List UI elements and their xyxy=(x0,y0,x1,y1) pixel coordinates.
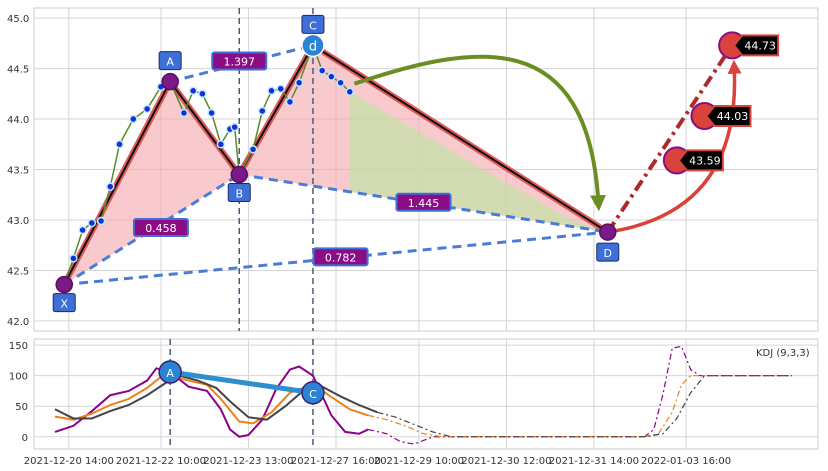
price-point xyxy=(96,216,106,226)
triangle-xab-fill xyxy=(64,81,240,285)
target-value: 43.59 xyxy=(689,154,721,167)
price-point xyxy=(129,114,138,124)
kdj-connector xyxy=(169,369,314,396)
x-tick-label: 2021-12-29 10:00 xyxy=(374,456,464,467)
kdj-legend: KDJ (9,3,3) xyxy=(756,348,810,359)
pattern-label-X: X xyxy=(60,298,68,311)
labels-layer: X A B C D 1.397 0.458 1.445 0.782 43.59 44.03 44.73 xyxy=(52,14,780,313)
price-point xyxy=(69,254,78,263)
price-y-tick-label: 42.5 xyxy=(7,266,29,277)
pattern-label-A: A xyxy=(166,56,174,69)
ratio-connector-line xyxy=(169,43,314,84)
price-y-tick-label: 45.0 xyxy=(7,14,29,25)
price-point xyxy=(87,218,97,228)
pattern-leg xyxy=(63,81,172,286)
price-point xyxy=(327,72,336,81)
indicator-layer: A C KDJ (9,3,3) xyxy=(54,339,810,449)
pattern-label-box xyxy=(227,183,251,203)
price-y-tick-label: 43.0 xyxy=(7,216,29,227)
kdj-projection-line xyxy=(377,375,792,438)
ratio-label: 1.397 xyxy=(224,55,256,68)
price-point xyxy=(115,140,124,149)
pattern-leg xyxy=(169,81,241,176)
x-tick-label: 2021-12-23 13:00 xyxy=(203,456,293,467)
pattern-label-box xyxy=(158,51,182,71)
pattern-label-D: D xyxy=(604,247,612,260)
target-value: 44.03 xyxy=(717,110,749,123)
pattern-point-D xyxy=(599,223,617,241)
price-y-tick-label: 43.5 xyxy=(7,166,29,177)
price-point xyxy=(78,225,87,235)
price-point xyxy=(317,66,327,75)
x-tick-label: 2021-12-22 10:00 xyxy=(116,456,206,467)
price-point xyxy=(230,122,239,132)
pattern-point-A xyxy=(161,72,179,91)
target-flag xyxy=(732,34,780,57)
ratio-label-box xyxy=(211,51,268,71)
ratio-label: 0.458 xyxy=(145,222,177,235)
kdj-point-label: C xyxy=(309,388,317,401)
ratio-connector-line xyxy=(63,173,241,286)
price-y-tick-label: 44.0 xyxy=(7,115,29,126)
pattern-point-c-letter: d xyxy=(309,39,317,54)
indicator-grid: 2021-12-20 14:00 2021-12-22 10:002021-12-… xyxy=(9,339,818,467)
ratio-label-box xyxy=(132,218,189,238)
price-point xyxy=(267,86,276,96)
indicator-y-tick-label: 150 xyxy=(9,341,28,352)
target-flag xyxy=(677,149,724,172)
ratio-label-box xyxy=(395,192,452,212)
pattern-label-B: B xyxy=(235,188,243,201)
projection-arrow xyxy=(353,54,606,212)
pattern-label-box xyxy=(596,242,620,262)
kdj-point-label: A xyxy=(166,367,174,380)
price-point xyxy=(285,97,295,107)
indicator-panel-background xyxy=(33,338,819,450)
price-layer: d xyxy=(55,8,742,331)
price-point xyxy=(198,89,207,99)
price-point xyxy=(188,86,198,96)
indicator-y-tick-label: 100 xyxy=(9,372,28,383)
target-flag xyxy=(705,105,752,128)
pattern-point-X xyxy=(55,275,73,294)
pattern-label-box xyxy=(52,293,76,313)
pattern-point-B xyxy=(230,165,248,184)
price-point xyxy=(294,78,304,87)
price-point xyxy=(276,84,285,93)
x-tick-label: 2021-12-27 16:00 xyxy=(291,456,381,467)
ratio-label-box xyxy=(312,247,369,267)
price-point xyxy=(248,145,258,154)
price-line xyxy=(63,43,351,285)
price-point xyxy=(207,108,216,118)
price-point xyxy=(258,106,267,116)
price-y-tick-label: 42.0 xyxy=(7,317,29,328)
ratio-label: 0.782 xyxy=(325,251,357,264)
price-point xyxy=(142,104,152,114)
kdj-point-C xyxy=(301,381,325,405)
kdj-projection-line xyxy=(368,375,792,438)
pattern-label-C: C xyxy=(309,19,317,32)
price-point xyxy=(216,140,226,149)
kdj-point-A xyxy=(158,360,182,384)
indicator-y-tick-label: 0 xyxy=(22,433,28,444)
ratio-label: 1.445 xyxy=(408,197,440,210)
price-point xyxy=(179,108,189,118)
pattern-point-C xyxy=(301,33,325,58)
price-point xyxy=(345,87,355,97)
target-dashdot-line xyxy=(606,44,734,234)
target-curve-arrow xyxy=(607,59,742,234)
pattern-leg xyxy=(312,44,609,233)
price-point xyxy=(106,182,115,191)
x-tick-label: 2021-12-31 14:00 xyxy=(549,456,639,467)
indicator-y-tick-label: 50 xyxy=(15,402,28,413)
pattern-label-box xyxy=(301,14,325,34)
x-tick-label: 2021-12-30 12:00 xyxy=(461,456,551,467)
x-tick-label: 2021-12-20 14:00 xyxy=(24,456,114,467)
price-point xyxy=(336,78,345,87)
target-value: 44.73 xyxy=(744,39,776,52)
x-tick-label: 2022-01-03 16:00 xyxy=(641,456,731,467)
kdj-projection-line xyxy=(368,345,792,445)
price-y-tick-label: 44.5 xyxy=(7,65,29,76)
